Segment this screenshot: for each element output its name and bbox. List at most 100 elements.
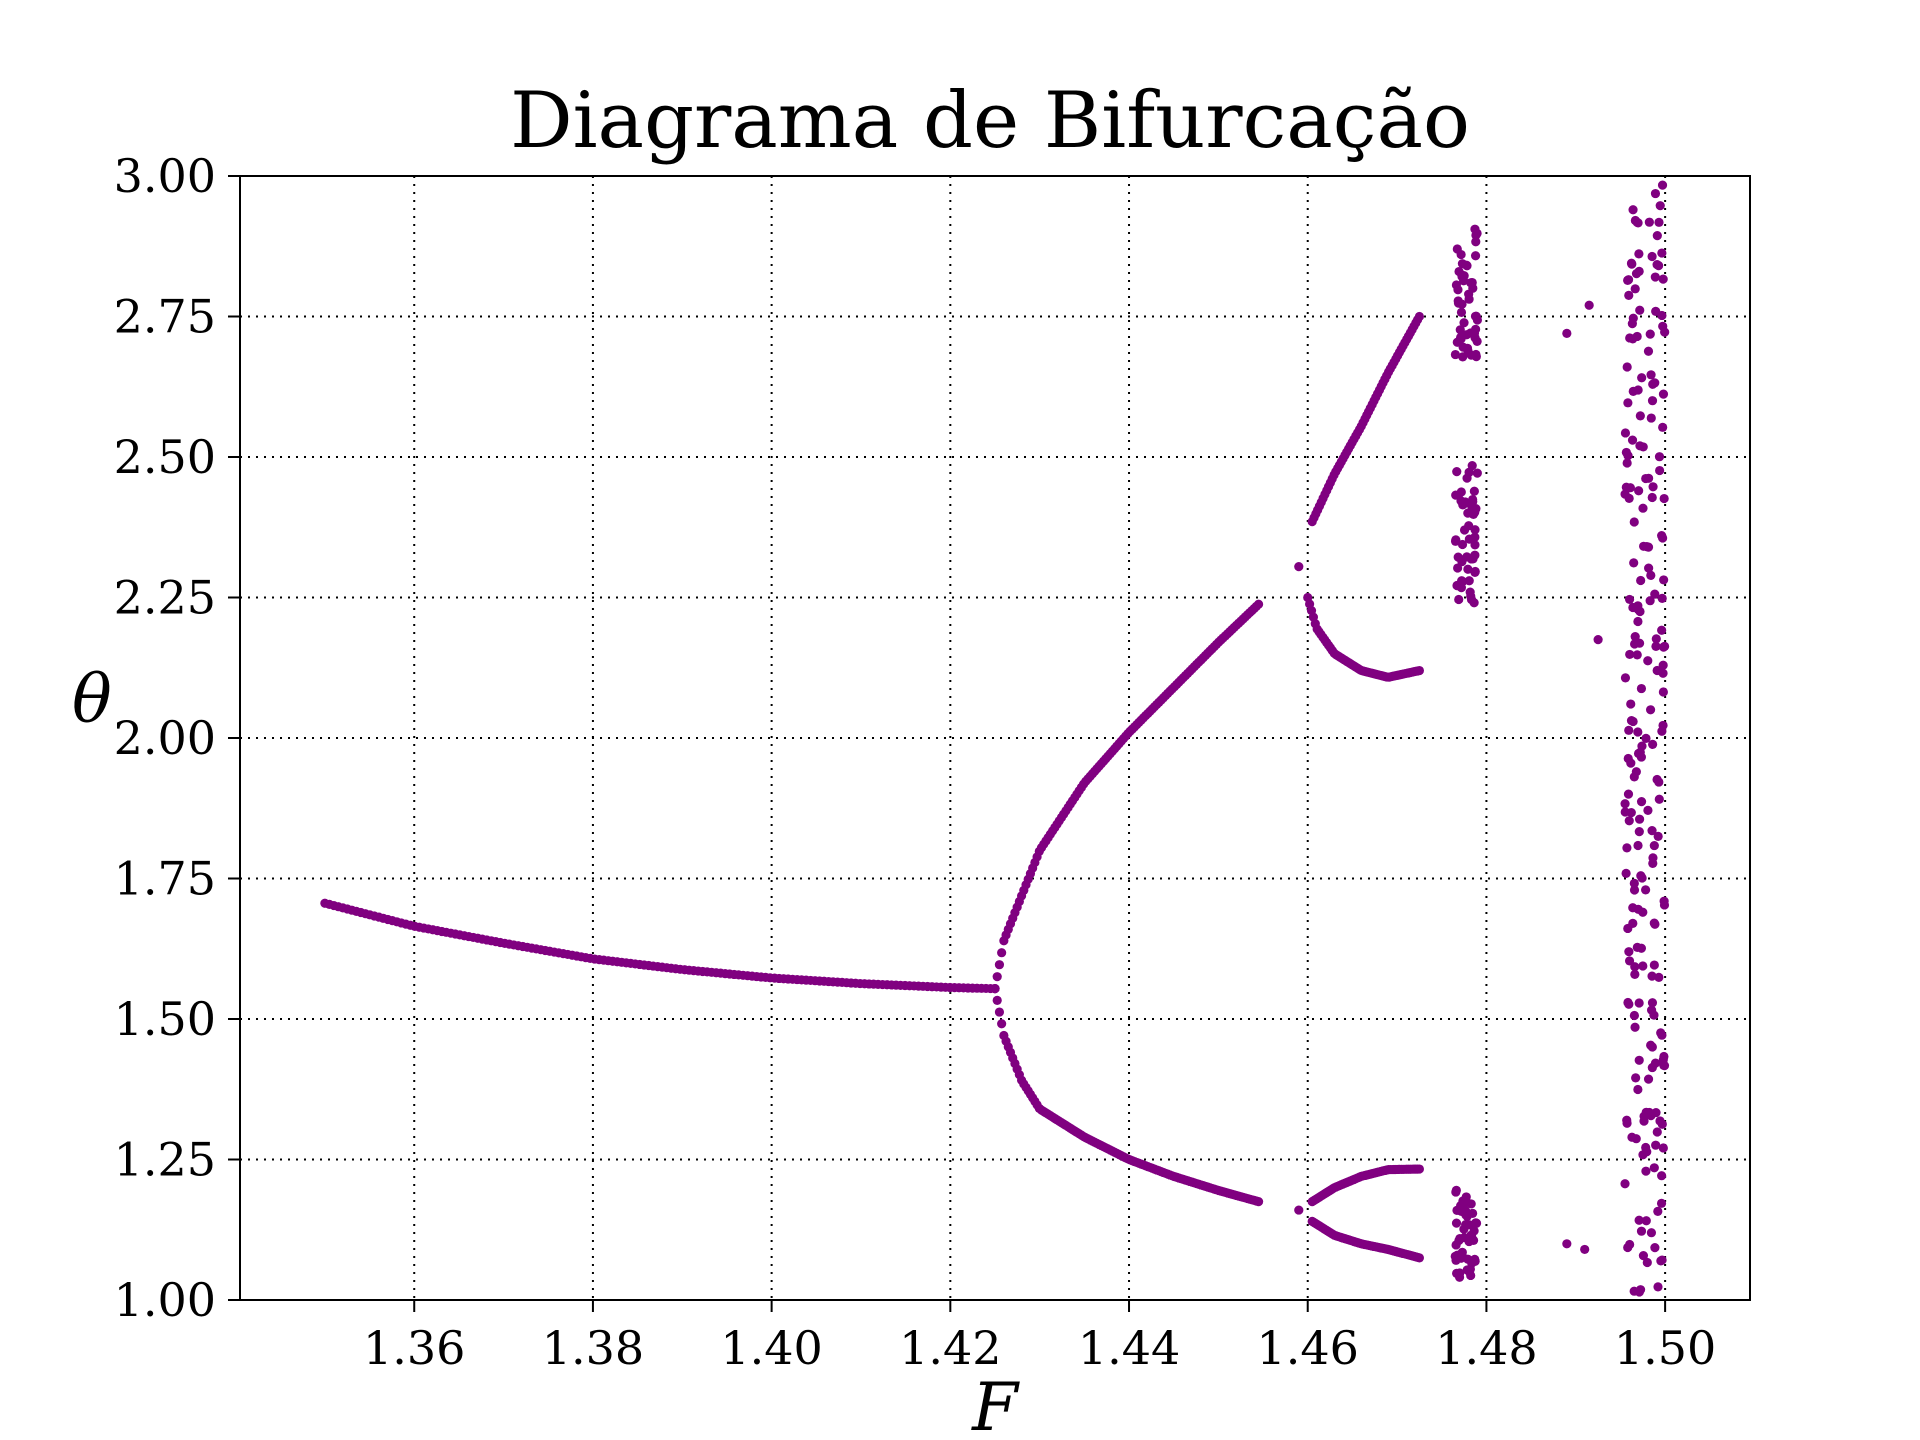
data-point [1639, 1111, 1649, 1121]
data-point [1654, 452, 1665, 462]
data-point [1623, 398, 1633, 408]
x-tick-label: 1.42 [899, 1321, 1001, 1375]
data-point [1470, 532, 1480, 542]
data-point [997, 1019, 1007, 1029]
y-tick-label: 1.75 [114, 852, 216, 906]
data-point [1459, 525, 1470, 535]
data-point [1469, 486, 1479, 496]
data-point [1645, 705, 1656, 715]
data-point [1651, 634, 1661, 644]
data-point [1641, 885, 1651, 895]
y-tick-label: 2.50 [114, 430, 216, 484]
data-point [1655, 465, 1665, 476]
data-point [1468, 1208, 1478, 1218]
data-point [1452, 337, 1462, 347]
data-point [1637, 373, 1647, 383]
grid-lines [240, 175, 1750, 1301]
data-point [1657, 593, 1667, 604]
data-point [1623, 275, 1633, 285]
data-point [1658, 274, 1668, 284]
data-point [1631, 1073, 1641, 1083]
data-point [1456, 249, 1466, 260]
data-point [1657, 726, 1667, 736]
data-point [1471, 237, 1481, 247]
data-point [1624, 493, 1634, 503]
data-point [1629, 1010, 1639, 1021]
y-tick-label: 2.75 [114, 290, 216, 344]
data-point [1658, 389, 1669, 399]
data-point [992, 995, 1002, 1005]
y-tick-label: 1.25 [114, 1133, 216, 1187]
data-point [1647, 825, 1657, 836]
x-tick-label: 1.44 [1078, 1321, 1180, 1375]
data-point [1622, 362, 1632, 372]
data-point [1637, 873, 1647, 883]
data-point [1294, 1205, 1304, 1215]
data-point [1456, 583, 1466, 593]
data-point [1634, 998, 1644, 1008]
data-point [1649, 840, 1659, 851]
data-point [1457, 270, 1467, 280]
data-point [1463, 508, 1473, 518]
data-point [1471, 1218, 1482, 1228]
data-point [1645, 329, 1655, 339]
data-point [1294, 561, 1304, 572]
data-point [997, 948, 1007, 958]
data-point [1629, 517, 1639, 527]
data-point [1647, 971, 1657, 981]
data-point [1459, 1199, 1469, 1209]
data-point [1659, 493, 1669, 504]
data-point [1464, 294, 1474, 304]
data-point [1452, 1268, 1462, 1278]
data-point [1459, 318, 1469, 328]
data-point [1472, 468, 1482, 478]
data-point [1622, 458, 1632, 468]
data-point [1626, 699, 1636, 709]
data-point [1455, 1233, 1465, 1244]
data-point [1457, 576, 1467, 586]
data-point [1470, 566, 1480, 577]
data-point [1624, 725, 1634, 735]
data-point [1650, 589, 1660, 599]
y-tick-label: 1.50 [114, 992, 216, 1046]
data-point [1657, 180, 1668, 190]
data-point [1620, 673, 1631, 683]
data-point [1654, 217, 1664, 227]
data-point [1451, 490, 1461, 500]
data-point [1450, 349, 1461, 360]
data-point [1646, 370, 1656, 380]
data-point [1647, 492, 1657, 503]
data-point [1470, 540, 1480, 550]
data-point [1658, 660, 1668, 670]
data-point [1633, 840, 1643, 851]
data-point [1658, 321, 1668, 331]
data-point [1456, 307, 1467, 317]
data-point [1648, 379, 1658, 389]
data-point [1650, 272, 1660, 282]
data-point [1629, 558, 1639, 568]
y-axis-label: θ [72, 661, 112, 738]
x-tick-label: 1.50 [1614, 1321, 1716, 1375]
data-point [1634, 266, 1644, 277]
data-point [1455, 325, 1465, 335]
data-point [1620, 428, 1631, 438]
y-axis-ticks: 1.00 1.25 1.50 1.75 2.00 2.25 2.50 2.75 3.00 [114, 149, 240, 1327]
x-axis-ticks: 1.36 1.38 1.40 1.42 1.44 1.46 1.48 1.50 [363, 1300, 1716, 1375]
data-point [1623, 1242, 1633, 1253]
data-point [1630, 632, 1640, 642]
data-point [1414, 665, 1425, 676]
data-point [1646, 413, 1656, 423]
data-point [1414, 1164, 1425, 1174]
data-point [1646, 1005, 1657, 1015]
data-point [1622, 843, 1632, 853]
data-point [1659, 1061, 1670, 1071]
data-point [1659, 900, 1670, 910]
x-tick-label: 1.38 [542, 1321, 644, 1375]
data-point [1636, 797, 1647, 807]
data-point [1659, 1051, 1669, 1062]
data-point [1630, 962, 1640, 972]
data-point [1632, 650, 1642, 660]
data-point [1651, 1140, 1661, 1150]
data-point [1451, 1187, 1461, 1197]
